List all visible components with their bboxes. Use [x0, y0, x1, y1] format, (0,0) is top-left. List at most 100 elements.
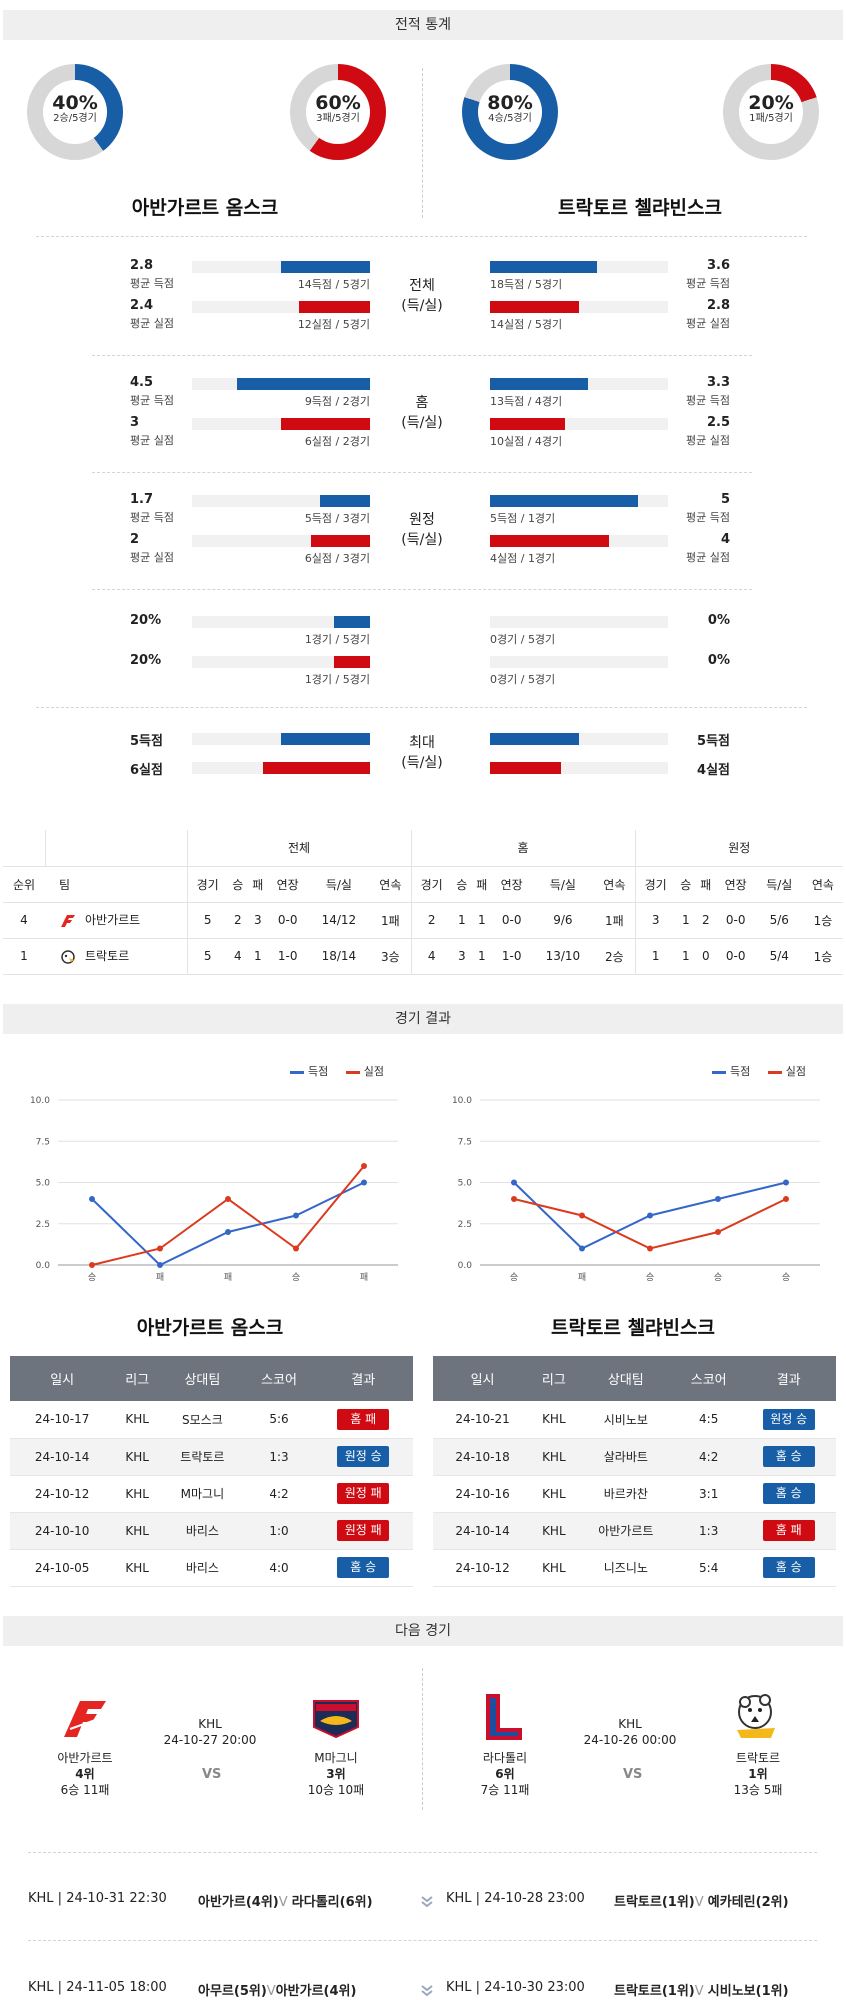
future-match-info: KHL | 24-10-31 22:30 — [28, 1891, 167, 1906]
future-team: 아무르(5위) — [198, 1984, 267, 1999]
future-match-info: KHL | 24-10-30 23:00 — [446, 1980, 585, 1995]
result-badge: 원정 패 — [337, 1483, 390, 1504]
home-stat-caption: 14득점 / 5경기 — [297, 278, 370, 291]
standings-away-cell: 0-0 — [715, 938, 756, 975]
home-stat-label: 평균 득점 — [130, 277, 174, 290]
home-recent-results-table: 일시 리그 상대팀 스코어 결과 24-10-17 KHL S모스크 5:6 홈 패 24-10-… — [10, 1356, 413, 1587]
stats-section-header: 전적 통계 — [3, 10, 843, 40]
rank: 4 — [3, 902, 45, 939]
results-opp: 바리스 — [160, 1512, 245, 1550]
away-stat-track — [490, 656, 668, 668]
results-row: 24-10-18 KHL 살라바트 4:2 홈 승 — [433, 1438, 836, 1476]
team-record: 7승 11패 — [480, 1783, 530, 1797]
donut-caption: 1패/5경기 — [749, 113, 793, 124]
vs-label: VS — [623, 1767, 643, 1782]
standings-all-cell: 14/12 — [307, 902, 371, 939]
donut-caption: 2승/5경기 — [53, 113, 97, 124]
results-opp: M마그니 — [160, 1475, 245, 1513]
away-stat-track — [490, 616, 668, 628]
x-tick-label: 패 — [224, 1272, 232, 1283]
rank: 1 — [3, 938, 45, 975]
away-stat-label: 평균 득점 — [686, 511, 730, 524]
results-result-cell: 홈 패 — [741, 1512, 836, 1550]
results-opp: 아반가르트 — [575, 1512, 677, 1550]
results-league: KHL — [532, 1438, 576, 1476]
results-header: 스코어 — [244, 1356, 314, 1401]
x-tick-label: 패 — [156, 1272, 164, 1283]
data-point — [511, 1196, 517, 1202]
standings-away-cell: 3 — [634, 902, 676, 939]
away-stat-value: 5득점 — [697, 734, 730, 749]
donut-percent: 60% — [315, 92, 361, 114]
results-date: 24-10-12 — [433, 1549, 533, 1587]
result-badge: 홈 승 — [762, 1557, 815, 1578]
donut-caption: 3패/5경기 — [316, 113, 360, 124]
chevron-down-icon[interactable] — [420, 1894, 434, 1908]
results-score: 1:3 — [244, 1438, 314, 1476]
standings-away-cell: 0 — [695, 938, 716, 975]
data-point — [157, 1245, 163, 1252]
donut-percent: 40% — [52, 92, 98, 114]
results-opp: 트락토르 — [160, 1438, 245, 1476]
x-tick-label: 승 — [510, 1272, 518, 1283]
away-stat-caption: 13득점 / 4경기 — [490, 395, 563, 408]
results-score: 4:0 — [244, 1549, 314, 1587]
result-badge: 홈 승 — [762, 1446, 815, 1467]
home-stat-bar — [263, 762, 370, 774]
chevron-down-icon[interactable] — [420, 1983, 434, 1997]
away-win-rate-donut: 80% 4승/5경기 — [462, 64, 558, 160]
standings-all-cell: 3승 — [370, 938, 411, 975]
away-stat-caption: 18득점 / 5경기 — [490, 278, 563, 291]
away-results-title: 트락토르 첼랴빈스크 — [551, 1317, 715, 1339]
away-stat-caption: 14실점 / 5경기 — [490, 318, 563, 331]
results-date: 24-10-16 — [433, 1475, 533, 1513]
results-row: 24-10-12 KHL 니즈니노 5:4 홈 승 — [433, 1549, 836, 1587]
data-point — [647, 1212, 653, 1219]
standings-all-cell: 1패 — [370, 902, 411, 939]
results-date: 24-10-18 — [433, 1438, 533, 1476]
away-results-line-chart: 0.0 2.5 5.0 7.5 10.0 승 패 승 승 승 — [452, 1096, 820, 1283]
home-stat-value: 2.8 — [130, 258, 154, 273]
results-row: 24-10-05 KHL 바리스 4:0 홈 승 — [10, 1549, 413, 1587]
next-match-team: 아반가르트 4위 6승 11패 — [30, 1750, 140, 1798]
home-stat-track — [192, 301, 370, 313]
home-stat-caption: 12실점 / 5경기 — [297, 318, 370, 331]
away-stat-label: 평균 실점 — [686, 434, 730, 447]
divider — [36, 707, 807, 708]
team-name: 아반가르트 — [57, 1751, 113, 1765]
results-header: 일시 — [433, 1356, 533, 1401]
center-divider — [422, 68, 423, 218]
legend-line-icon — [712, 1070, 726, 1074]
center-divider — [422, 1668, 423, 1810]
future-team: 트락토르(1위) — [614, 1984, 695, 1999]
legend-line-icon — [290, 1070, 304, 1074]
next-match-team: M마그니 3위 10승 10패 — [281, 1750, 391, 1798]
divider — [28, 1940, 817, 1941]
team-cell: 아반가르트 — [45, 902, 187, 939]
legend-label-scored: 득점 — [308, 1065, 329, 1078]
away-team-title: 트락토르 첼랴빈스크 — [558, 197, 722, 219]
results-result-cell: 홈 승 — [741, 1438, 836, 1476]
team-rank: 1위 — [748, 1767, 768, 1781]
results-row: 24-10-10 KHL 바리스 1:0 원정 패 — [10, 1512, 413, 1550]
data-point — [579, 1245, 585, 1252]
results-header: 결과 — [741, 1356, 836, 1401]
donut-percent: 20% — [748, 92, 794, 114]
standings-home-cell: 1 — [471, 902, 492, 939]
col-away-5: 연속 — [802, 866, 843, 903]
col-all-3: 연장 — [267, 866, 308, 903]
data-point — [715, 1229, 721, 1235]
results-league: KHL — [532, 1475, 576, 1513]
results-result-cell: 원정 승 — [741, 1401, 836, 1439]
y-tick-label: 5.0 — [458, 1179, 473, 1189]
future-opponent: 아반가르(4위) — [275, 1984, 357, 1999]
results-header: 상대팀 — [160, 1356, 245, 1401]
col-rank: 순위 — [3, 866, 45, 903]
away-stat-track — [490, 261, 668, 273]
results-opp: 니즈니노 — [575, 1549, 677, 1587]
legend-line-icon — [345, 1070, 360, 1074]
future-opponent: 예카테린(2위) — [707, 1895, 789, 1910]
away-stat-bar — [490, 495, 638, 507]
away-recent-results-table: 일시 리그 상대팀 스코어 결과 24-10-21 KHL 시비노보 4:5 원정 승 24-10… — [433, 1356, 836, 1587]
future-opponent: 시비노보(1위) — [707, 1984, 789, 1999]
